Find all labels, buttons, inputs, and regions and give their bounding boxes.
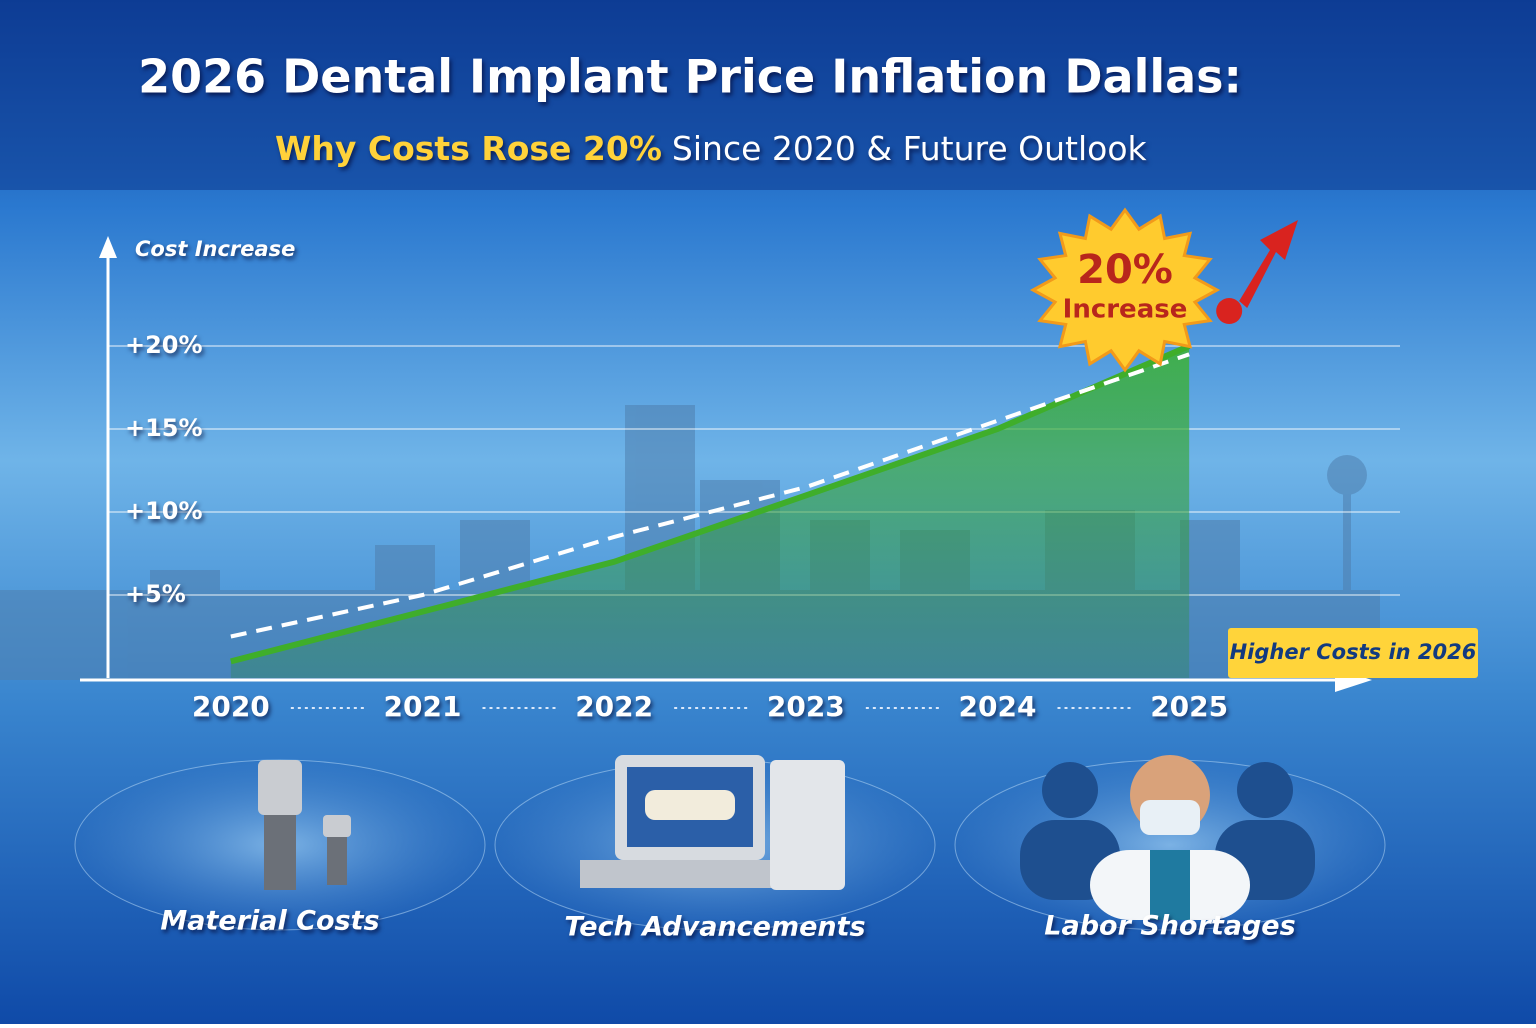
y-axis-arrow (99, 236, 117, 258)
title: 2026 Dental Implant Price Inflation Dall… (138, 50, 1242, 104)
badge (1029, 207, 1221, 373)
chart: +5% +10% +15% +20% 2020 2021 2022 2023 2024 2025 2… (80, 207, 1478, 723)
line (230, 343, 1191, 665)
factor-panels (74, 755, 1386, 931)
area-fill (230, 346, 1190, 678)
trend-arrow (1239, 220, 1298, 308)
y-tick-label: +10% (125, 497, 203, 525)
badge-text: 20% (1077, 247, 1173, 293)
factor-label: Labor Shortages (1044, 911, 1295, 942)
callout-text: Higher Costs in 2026 (1230, 640, 1477, 664)
line (230, 352, 1190, 639)
callout-box (1228, 628, 1478, 678)
x-tick-label: 2023 (767, 690, 845, 723)
x-tick-label: 2021 (384, 690, 462, 723)
subtitle-highlight: Why Costs Rose 20% (275, 129, 662, 168)
factor-label: Tech Advancements (564, 912, 865, 943)
subtitle-rest: Since 2020 & Future Outlook (672, 129, 1148, 168)
x-tick-label: 2022 (575, 690, 653, 723)
y-tick-label: +5% (125, 580, 186, 608)
x-tick-label: 2024 (959, 690, 1037, 723)
end-point (1216, 298, 1243, 324)
factor-label: Material Costs (160, 906, 379, 937)
y-tick-label: +15% (125, 414, 203, 442)
y-tick-label: +20% (125, 331, 203, 359)
x-tick-label: 2025 (1150, 690, 1228, 723)
x-tick-label: 2020 (192, 690, 270, 723)
header-band (0, 0, 1536, 190)
y-axis-label: Cost Increase (135, 237, 295, 261)
subtitle: Why Costs Rose 20% Since 2020 & Future Ou… (275, 129, 1148, 168)
badge-text: Increase (1063, 295, 1188, 325)
